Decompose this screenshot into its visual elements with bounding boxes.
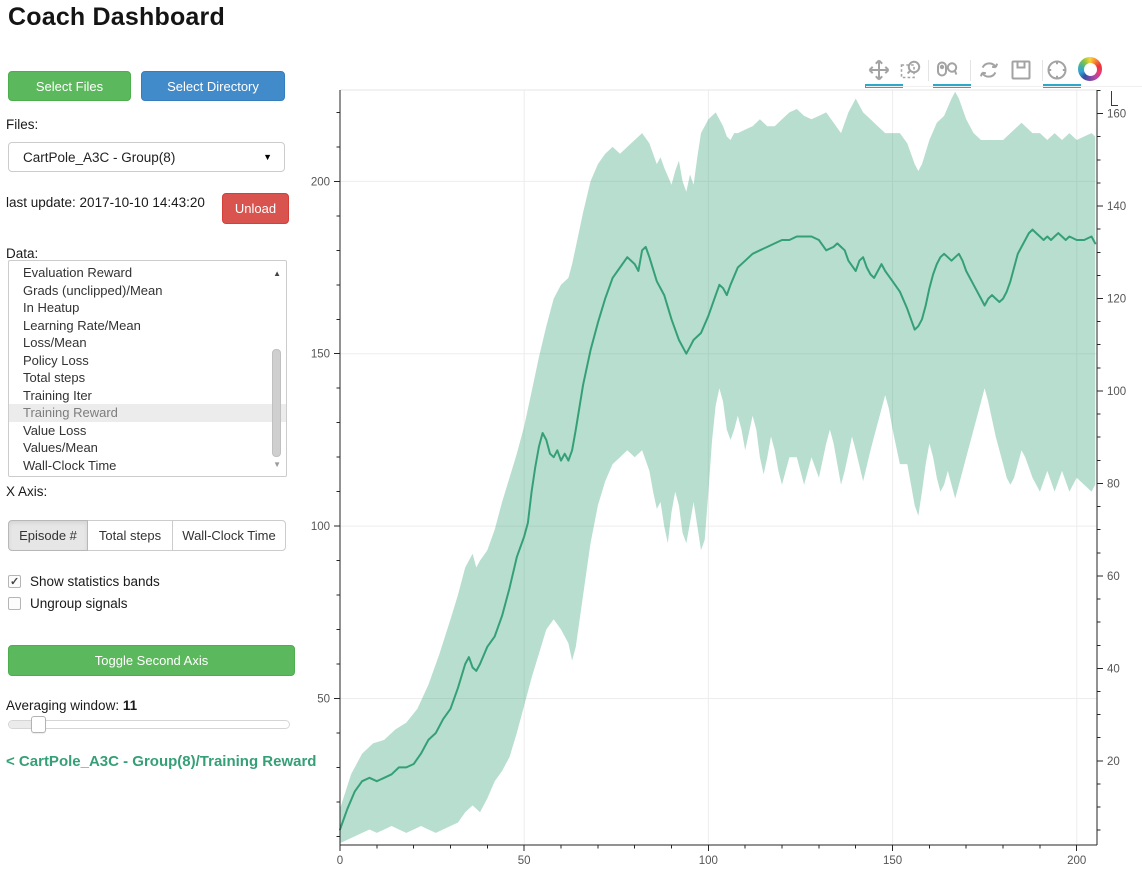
svg-text:0: 0 xyxy=(337,855,343,867)
data-list-item[interactable]: Wall-Clock Time xyxy=(23,457,117,473)
data-list-item[interactable]: Total steps xyxy=(23,370,86,385)
svg-text:50: 50 xyxy=(518,855,531,867)
files-select-value: CartPole_A3C - Group(8) xyxy=(23,149,176,165)
scroll-down-icon[interactable]: ▼ xyxy=(273,460,281,469)
svg-text:40: 40 xyxy=(1107,663,1120,675)
slider-thumb[interactable] xyxy=(31,716,46,733)
training-reward-chart[interactable]: 50 100 150 200 20 40 60 80 100 120 140 160 0 50 100 150… xyxy=(296,55,1142,881)
hover-icon xyxy=(937,61,958,77)
toggle-second-axis-button[interactable]: Toggle Second Axis xyxy=(8,645,295,676)
svg-text:60: 60 xyxy=(1107,571,1120,583)
breadcrumb-link[interactable]: < CartPole_A3C - Group(8)/Training Rewar… xyxy=(6,753,317,770)
svg-text:200: 200 xyxy=(311,176,330,188)
last-update-label: last update: 2017-10-10 14:43:20 xyxy=(6,195,205,210)
page-title: Coach Dashboard xyxy=(8,3,225,31)
data-list-item[interactable]: Grads (unclipped)/Mean xyxy=(23,282,163,298)
tool-hover[interactable] xyxy=(933,58,971,88)
checkbox-label: Ungroup signals xyxy=(30,596,128,611)
svg-text:200: 200 xyxy=(1067,855,1086,867)
toolbar-separator xyxy=(970,60,971,81)
pan-icon xyxy=(868,59,890,81)
data-list-item[interactable]: In Heatup xyxy=(23,300,80,315)
axes xyxy=(334,89,1103,851)
show-statistics-bands-row: Show statistics bands xyxy=(8,574,160,589)
checkbox-label: Show statistics bands xyxy=(30,574,160,589)
averaging-window-value: 11 xyxy=(122,698,138,713)
averaging-window-label: Averaging window: 11 xyxy=(6,698,137,713)
select-files-button[interactable]: Select Files xyxy=(8,71,131,101)
checkbox[interactable] xyxy=(8,597,21,610)
tool-pan[interactable] xyxy=(865,58,903,88)
data-list-item[interactable]: Value Loss xyxy=(23,422,87,438)
tool-reset[interactable] xyxy=(977,58,1001,82)
scroll-up-icon[interactable]: ▲ xyxy=(273,269,281,278)
tool-save[interactable] xyxy=(1009,58,1033,82)
averaging-window-slider[interactable] xyxy=(8,716,290,733)
data-label: Data: xyxy=(6,246,39,261)
files-label: Files: xyxy=(6,117,39,132)
svg-text:100: 100 xyxy=(1107,386,1126,398)
tool-box-zoom[interactable] xyxy=(899,58,923,82)
svg-text:100: 100 xyxy=(311,521,330,533)
svg-text:20: 20 xyxy=(1107,756,1120,768)
bokeh-logo-icon[interactable] xyxy=(1078,57,1102,81)
x-axis-label: X Axis: xyxy=(6,484,48,499)
svg-text:160: 160 xyxy=(1107,109,1126,121)
x-axis-button-group: Episode # Total steps Wall-Clock Time xyxy=(8,520,286,551)
text-cursor-artifact xyxy=(1111,91,1118,106)
data-list-item[interactable]: Evaluation Reward xyxy=(23,265,133,280)
gridlines xyxy=(340,90,1097,845)
box-zoom-icon xyxy=(900,60,921,79)
save-icon xyxy=(1011,60,1031,80)
data-list-item[interactable]: Training Iter xyxy=(23,387,92,403)
data-list-item[interactable]: Values/Mean xyxy=(23,440,98,455)
chevron-down-icon: ▼ xyxy=(263,152,272,162)
slider-fill xyxy=(9,721,33,728)
x-axis-option-3[interactable]: Wall-Clock Time xyxy=(172,520,286,551)
svg-text:140: 140 xyxy=(1107,201,1126,213)
training-reward-line xyxy=(339,228,1097,831)
toolbar-separator xyxy=(1042,60,1043,81)
data-list-item[interactable]: Loss/Mean xyxy=(23,335,87,350)
svg-text:50: 50 xyxy=(317,693,330,705)
checkbox-checked[interactable] xyxy=(8,575,21,588)
unload-button[interactable]: Unload xyxy=(222,193,289,224)
scrollbar-thumb[interactable] xyxy=(272,349,281,457)
data-list-item[interactable]: Training Reward xyxy=(9,404,286,422)
files-select[interactable]: CartPole_A3C - Group(8) ▼ xyxy=(8,142,285,172)
tick-labels: 50 100 150 200 20 40 60 80 100 120 140 160 0 50 100 150… xyxy=(311,109,1126,867)
svg-text:80: 80 xyxy=(1107,478,1120,490)
select-directory-button[interactable]: Select Directory xyxy=(141,71,285,101)
data-list-item[interactable]: Learning Rate/Mean xyxy=(23,317,141,333)
ungroup-signals-row: Ungroup signals xyxy=(8,596,128,611)
toolbar-separator xyxy=(928,60,929,81)
svg-text:100: 100 xyxy=(699,855,718,867)
toolbar-divider xyxy=(866,86,1142,87)
x-axis-option-1[interactable]: Episode # xyxy=(8,520,88,551)
averaging-window-text: Averaging window: xyxy=(6,698,120,713)
tool-crosshair[interactable] xyxy=(1043,58,1081,88)
reset-icon xyxy=(979,62,999,78)
x-axis-option-2[interactable]: Total steps xyxy=(87,520,173,551)
data-listbox[interactable]: Evaluation Reward Grads (unclipped)/Mean I… xyxy=(8,260,287,477)
data-list-item[interactable]: Policy Loss xyxy=(23,352,89,368)
crosshair-icon xyxy=(1047,60,1067,80)
svg-text:150: 150 xyxy=(311,349,330,361)
data-list-items: Evaluation Reward Grads (unclipped)/Mean I… xyxy=(9,261,286,474)
svg-text:120: 120 xyxy=(1107,294,1126,306)
svg-text:150: 150 xyxy=(883,855,902,867)
statistics-band xyxy=(340,91,1096,844)
